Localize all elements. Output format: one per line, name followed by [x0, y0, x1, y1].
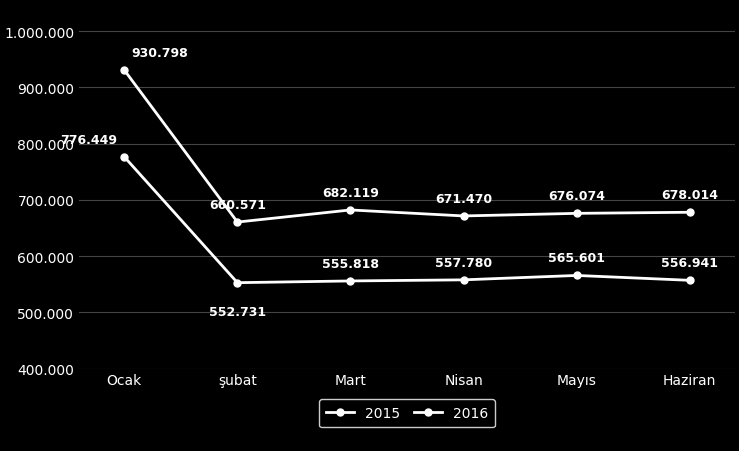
2016	[120, 68, 129, 74]
Text: 682.119: 682.119	[322, 186, 379, 199]
2016	[233, 220, 242, 226]
Text: 930.798: 930.798	[132, 47, 188, 60]
Text: 552.731: 552.731	[209, 305, 266, 318]
2016	[685, 210, 694, 216]
2015	[233, 281, 242, 286]
2016	[572, 211, 581, 216]
Legend: 2015, 2016: 2015, 2016	[319, 400, 495, 428]
2016	[459, 214, 468, 219]
Text: 660.571: 660.571	[209, 198, 266, 212]
Text: 676.074: 676.074	[548, 190, 605, 203]
Text: 556.941: 556.941	[661, 257, 718, 270]
Text: 776.449: 776.449	[61, 133, 118, 147]
Line: 2016: 2016	[121, 68, 693, 226]
Text: 671.470: 671.470	[435, 193, 492, 205]
2015	[572, 273, 581, 279]
Text: 678.014: 678.014	[661, 189, 718, 202]
2015	[120, 155, 129, 160]
Text: 555.818: 555.818	[322, 257, 379, 270]
2015	[685, 278, 694, 283]
Line: 2015: 2015	[121, 154, 693, 286]
Text: 565.601: 565.601	[548, 252, 605, 265]
Text: 557.780: 557.780	[435, 256, 492, 269]
2015	[459, 277, 468, 283]
2015	[346, 279, 355, 284]
2016	[346, 208, 355, 213]
